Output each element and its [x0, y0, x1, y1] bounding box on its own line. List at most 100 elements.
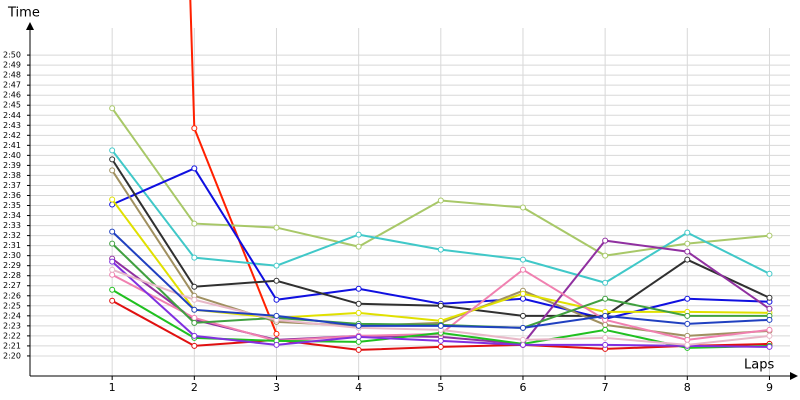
point — [766, 332, 773, 339]
point — [602, 341, 609, 348]
point — [191, 296, 198, 303]
y-tick-label: 2:40 — [3, 151, 21, 160]
point — [602, 252, 609, 259]
point — [684, 229, 691, 236]
point — [684, 341, 691, 348]
point — [519, 295, 526, 302]
y-tick-label: 2:33 — [3, 221, 21, 230]
point — [602, 334, 609, 341]
x-tick-label: 9 — [766, 381, 773, 394]
point — [191, 220, 198, 227]
point — [191, 319, 198, 326]
y-tick-label: 2:31 — [3, 241, 21, 250]
x-tick-label: 8 — [684, 381, 691, 394]
point — [109, 105, 116, 112]
point — [191, 332, 198, 339]
point — [355, 346, 362, 353]
x-tick-label: 6 — [519, 381, 526, 394]
point — [519, 266, 526, 273]
point — [355, 231, 362, 238]
point — [766, 343, 773, 350]
y-tick-label: 2:25 — [3, 301, 21, 310]
point — [602, 237, 609, 244]
y-tick-label: 2:45 — [3, 101, 21, 110]
point — [355, 333, 362, 340]
y-tick-label: 2:30 — [3, 251, 21, 260]
y-tick-label: 2:41 — [3, 141, 21, 150]
point — [109, 297, 116, 304]
y-tick-label: 2:27 — [3, 281, 21, 290]
y-tick-label: 2:50 — [3, 51, 21, 60]
y-tick-label: 2:24 — [3, 311, 21, 320]
plot — [109, 0, 773, 353]
point — [355, 285, 362, 292]
point — [684, 312, 691, 319]
x-tick-label: 5 — [437, 381, 444, 394]
point — [109, 167, 116, 174]
y-tick-label: 2:48 — [3, 71, 21, 80]
point — [519, 324, 526, 331]
point — [191, 283, 198, 290]
point — [109, 240, 116, 247]
point — [602, 295, 609, 302]
y-tick-label: 2:42 — [3, 131, 21, 140]
point — [437, 343, 444, 350]
point — [684, 240, 691, 247]
point — [273, 330, 280, 337]
point — [191, 125, 198, 132]
point — [109, 266, 116, 273]
y-tick-label: 2:47 — [3, 81, 21, 90]
point — [437, 302, 444, 309]
y-axis-arrow — [26, 22, 34, 30]
point — [273, 277, 280, 284]
point — [437, 197, 444, 204]
point — [109, 286, 116, 293]
x-tick-label: 4 — [355, 381, 362, 394]
x-tick-label: 1 — [109, 381, 116, 394]
point — [766, 316, 773, 323]
point — [355, 309, 362, 316]
y-tick-label: 2:37 — [3, 181, 21, 190]
point — [602, 312, 609, 319]
axes: Time Laps 2:202:212:222:232:242:252:262:… — [3, 6, 798, 394]
y-tick-label: 2:21 — [3, 341, 21, 350]
point — [766, 326, 773, 333]
y-tick-label: 2:35 — [3, 201, 21, 210]
y-tick-label: 2:46 — [3, 91, 21, 100]
point — [519, 290, 526, 297]
point — [519, 341, 526, 348]
point — [766, 294, 773, 301]
point — [191, 306, 198, 313]
y-tick-label: 2:49 — [3, 61, 21, 70]
point — [684, 336, 691, 343]
point — [109, 228, 116, 235]
point — [109, 156, 116, 163]
y-tick-label: 2:26 — [3, 291, 21, 300]
point — [273, 224, 280, 231]
point — [519, 312, 526, 319]
point — [437, 337, 444, 344]
point — [602, 326, 609, 333]
point — [519, 336, 526, 343]
point — [437, 246, 444, 253]
point — [191, 254, 198, 261]
y-tick-label: 2:28 — [3, 271, 21, 280]
y-tick-label: 2:38 — [3, 171, 21, 180]
point — [273, 312, 280, 319]
y-tick-label: 2:20 — [3, 351, 21, 360]
point — [355, 243, 362, 250]
point — [684, 320, 691, 327]
point — [437, 322, 444, 329]
point — [109, 196, 116, 203]
y-tick-label: 2:34 — [3, 211, 21, 220]
point — [191, 314, 198, 321]
point — [191, 165, 198, 172]
y-axis-label: Time — [7, 6, 40, 21]
point — [273, 296, 280, 303]
x-axis-label: Laps — [744, 358, 774, 373]
point — [191, 342, 198, 349]
y-tick-label: 2:36 — [3, 191, 21, 200]
point — [684, 256, 691, 263]
point — [766, 232, 773, 239]
